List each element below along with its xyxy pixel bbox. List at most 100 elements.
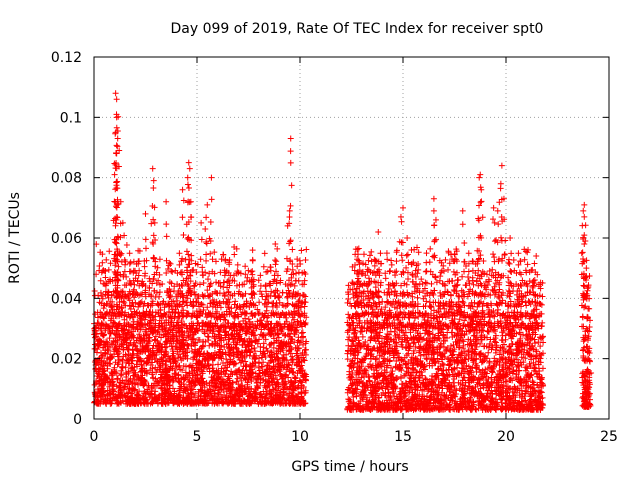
data-point bbox=[295, 277, 302, 284]
data-point bbox=[206, 365, 213, 372]
data-point bbox=[115, 263, 122, 270]
data-point bbox=[103, 256, 110, 263]
data-point bbox=[293, 270, 300, 277]
data-point bbox=[283, 351, 290, 358]
data-point bbox=[276, 293, 283, 300]
data-point bbox=[115, 277, 122, 284]
data-point bbox=[433, 279, 440, 286]
data-point bbox=[245, 343, 252, 350]
data-point bbox=[176, 362, 183, 369]
data-point bbox=[298, 330, 305, 337]
data-point bbox=[156, 289, 163, 296]
data-point bbox=[226, 336, 233, 343]
data-point bbox=[123, 242, 130, 249]
data-point bbox=[302, 256, 309, 263]
data-point bbox=[256, 336, 263, 343]
data-point bbox=[142, 245, 149, 252]
data-point bbox=[252, 337, 259, 344]
data-point bbox=[229, 389, 236, 396]
data-point bbox=[247, 349, 254, 356]
data-point bbox=[261, 250, 268, 257]
data-point bbox=[384, 256, 391, 263]
data-point bbox=[119, 363, 126, 370]
data-point bbox=[273, 258, 280, 265]
data-point bbox=[289, 266, 296, 273]
data-point bbox=[302, 299, 309, 306]
data-point bbox=[354, 275, 361, 282]
data-point bbox=[96, 263, 103, 270]
data-point bbox=[267, 267, 274, 274]
data-point bbox=[91, 381, 98, 388]
data-point bbox=[209, 361, 216, 368]
data-point bbox=[298, 247, 305, 254]
data-point bbox=[383, 250, 390, 257]
data-point bbox=[91, 287, 98, 294]
data-point bbox=[289, 246, 296, 253]
data-point bbox=[234, 261, 241, 268]
data-point bbox=[533, 253, 540, 260]
data-point bbox=[258, 354, 265, 361]
data-point bbox=[217, 283, 224, 290]
data-point bbox=[185, 261, 192, 268]
data-point bbox=[263, 268, 270, 275]
data-point bbox=[236, 366, 243, 373]
data-point bbox=[127, 259, 134, 266]
data-point bbox=[225, 296, 232, 303]
data-point bbox=[126, 268, 133, 275]
data-point bbox=[200, 293, 207, 300]
data-point bbox=[171, 370, 178, 377]
data-point bbox=[257, 288, 264, 295]
grid-lines bbox=[94, 57, 609, 419]
data-point bbox=[182, 256, 189, 263]
data-point bbox=[301, 346, 308, 353]
data-point bbox=[169, 268, 176, 275]
data-point bbox=[303, 246, 310, 253]
data-point bbox=[366, 252, 373, 259]
data-point bbox=[301, 357, 308, 364]
data-point bbox=[294, 263, 301, 270]
data-point bbox=[141, 263, 148, 270]
data-point bbox=[245, 316, 252, 323]
data-point bbox=[161, 351, 168, 358]
data-point bbox=[275, 355, 282, 362]
data-point bbox=[126, 250, 133, 257]
data-point bbox=[508, 250, 515, 257]
data-point bbox=[418, 276, 425, 283]
data-point bbox=[293, 350, 300, 357]
data-point bbox=[281, 332, 288, 339]
data-point bbox=[234, 375, 241, 382]
data-point bbox=[284, 302, 291, 309]
data-point bbox=[256, 299, 263, 306]
data-point bbox=[200, 279, 207, 286]
data-point bbox=[139, 282, 146, 289]
data-point bbox=[118, 367, 125, 374]
data-point bbox=[176, 250, 183, 257]
data-point bbox=[253, 380, 260, 387]
data-point bbox=[99, 259, 106, 266]
data-point bbox=[249, 268, 256, 275]
data-point bbox=[115, 353, 122, 360]
data-point bbox=[388, 261, 395, 268]
data-point bbox=[260, 263, 267, 270]
data-point bbox=[106, 248, 113, 255]
chart-title: Day 099 of 2019, Rate Of TEC Index for r… bbox=[171, 21, 544, 37]
data-point bbox=[105, 266, 112, 273]
data-point bbox=[301, 292, 308, 299]
data-point bbox=[183, 248, 190, 255]
data-point bbox=[257, 282, 264, 289]
data-point bbox=[204, 333, 211, 340]
data-point bbox=[133, 345, 140, 352]
data-point bbox=[260, 344, 267, 351]
data-point bbox=[106, 335, 113, 342]
data-point bbox=[259, 332, 266, 339]
data-point bbox=[262, 336, 269, 343]
data-point bbox=[242, 263, 249, 270]
data-point bbox=[215, 361, 222, 368]
data-point bbox=[182, 363, 189, 370]
data-point bbox=[146, 285, 153, 292]
data-point bbox=[248, 268, 255, 275]
data-point bbox=[228, 368, 235, 375]
data-point bbox=[260, 359, 267, 366]
data-points bbox=[91, 90, 595, 413]
